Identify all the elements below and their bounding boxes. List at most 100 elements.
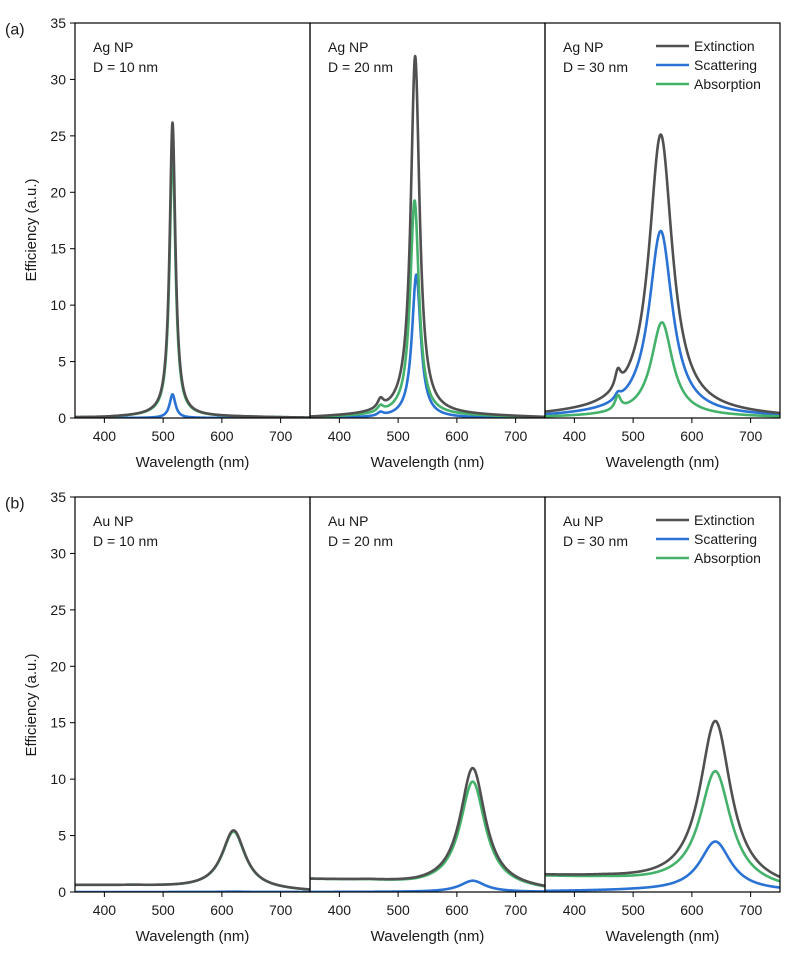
x-tick-label: 600 bbox=[680, 902, 704, 918]
y-axis-label: Efficiency (a.u.) bbox=[23, 178, 40, 281]
y-tick-label: 10 bbox=[50, 771, 66, 787]
panel-frame bbox=[74, 496, 311, 893]
x-tick-label: 700 bbox=[504, 902, 528, 918]
y-tick-label: 20 bbox=[50, 184, 66, 200]
x-tick-label: 700 bbox=[739, 428, 763, 444]
y-tick-label: 35 bbox=[50, 15, 66, 31]
panel-diameter: D = 10 nm bbox=[93, 533, 158, 549]
x-tick-label: 700 bbox=[504, 428, 528, 444]
y-tick-label: 15 bbox=[50, 715, 66, 731]
panel-material: Au NP bbox=[328, 513, 368, 529]
y-tick-label: 25 bbox=[50, 128, 66, 144]
panel-frame bbox=[544, 22, 781, 419]
x-tick-label: 600 bbox=[210, 428, 234, 444]
legend-label-extinction: Extinction bbox=[694, 38, 755, 54]
x-tick-label: 700 bbox=[739, 902, 763, 918]
y-tick-label: 0 bbox=[58, 884, 66, 900]
panel-3: 400 500 600 700 Wavelength (nm) Ag NP D = 30 n… bbox=[544, 22, 781, 471]
panel-material: Au NP bbox=[563, 513, 603, 529]
series-line-extinction bbox=[310, 54, 545, 418]
series-line-scattering bbox=[545, 840, 780, 892]
series-line-absorption bbox=[545, 321, 780, 418]
x-axis-label: Wavelength (nm) bbox=[371, 928, 485, 945]
y-tick-label: 0 bbox=[58, 410, 66, 426]
row-b: (b) Efficiency (a.u.) 0 5 10 15 20 25 30 35 400 500… bbox=[5, 489, 781, 945]
series-line-absorption bbox=[310, 199, 545, 418]
series-line-absorption bbox=[75, 148, 310, 418]
series-line-scattering bbox=[310, 879, 545, 892]
legend-label-absorption: Absorption bbox=[694, 76, 761, 92]
panel-2: 400 500 600 700 Wavelength (nm) Au NP D = 20 n… bbox=[309, 496, 546, 945]
panel-diameter: D = 10 nm bbox=[93, 59, 158, 75]
x-tick-label: 600 bbox=[445, 902, 469, 918]
panel-diameter: D = 30 nm bbox=[563, 59, 628, 75]
row-a: (a) Efficiency (a.u.) 0 5 10 15 20 25 30 35 400 500… bbox=[5, 15, 781, 471]
panel-diameter: D = 20 nm bbox=[328, 533, 393, 549]
series-line-scattering bbox=[310, 273, 545, 418]
panel-frame bbox=[74, 22, 311, 419]
x-axis-label: Wavelength (nm) bbox=[136, 454, 250, 471]
curves bbox=[545, 133, 780, 418]
panel-frame bbox=[309, 496, 546, 893]
x-tick-label: 500 bbox=[386, 428, 410, 444]
x-tick-label: 500 bbox=[151, 428, 175, 444]
panel-2: 400 500 600 700 Wavelength (nm) Ag NP D = 20 n… bbox=[309, 22, 546, 471]
panel-diameter: D = 30 nm bbox=[563, 533, 628, 549]
x-tick-label: 400 bbox=[328, 428, 352, 444]
x-tick-label: 500 bbox=[621, 428, 645, 444]
panel-frame bbox=[544, 496, 781, 893]
legend: Extinction Scattering Absorption bbox=[656, 512, 761, 566]
y-axis-label: Efficiency (a.u.) bbox=[23, 653, 40, 756]
panel-1: 400 500 600 700 Wavelength (nm) Ag NP D = 10 n… bbox=[74, 22, 311, 471]
legend-label-extinction: Extinction bbox=[694, 512, 755, 528]
curves bbox=[310, 54, 545, 418]
y-tick-label: 5 bbox=[58, 828, 66, 844]
row-label: (b) bbox=[5, 495, 25, 512]
x-tick-label: 600 bbox=[210, 902, 234, 918]
legend-label-scattering: Scattering bbox=[694, 531, 757, 547]
y-tick-label: 5 bbox=[58, 354, 66, 370]
series-line-extinction bbox=[545, 719, 780, 879]
panel-3: 400 500 600 700 Wavelength (nm) Au NP D = 30 n… bbox=[544, 496, 781, 945]
x-tick-label: 700 bbox=[269, 902, 293, 918]
x-tick-label: 500 bbox=[621, 902, 645, 918]
x-tick-label: 600 bbox=[445, 428, 469, 444]
panel-material: Ag NP bbox=[93, 39, 133, 55]
x-axis-label: Wavelength (nm) bbox=[606, 454, 720, 471]
y-tick-label: 20 bbox=[50, 658, 66, 674]
x-tick-label: 700 bbox=[269, 428, 293, 444]
x-tick-label: 500 bbox=[386, 902, 410, 918]
legend-label-scattering: Scattering bbox=[694, 57, 757, 73]
series-line-extinction bbox=[545, 133, 780, 415]
x-axis-label: Wavelength (nm) bbox=[606, 928, 720, 945]
curves bbox=[545, 719, 780, 892]
x-tick-label: 500 bbox=[151, 902, 175, 918]
x-axis-label: Wavelength (nm) bbox=[136, 928, 250, 945]
panel-material: Ag NP bbox=[563, 39, 603, 55]
y-tick-label: 15 bbox=[50, 241, 66, 257]
y-tick-label: 25 bbox=[50, 602, 66, 618]
series-line-extinction bbox=[75, 829, 310, 891]
y-tick-label: 10 bbox=[50, 297, 66, 313]
panel-1: 400 500 600 700 Wavelength (nm) Au NP D = 10 n… bbox=[74, 496, 311, 945]
y-tick-label: 30 bbox=[50, 71, 66, 87]
x-axis-label: Wavelength (nm) bbox=[371, 454, 485, 471]
series-line-extinction bbox=[75, 121, 310, 418]
legend-label-absorption: Absorption bbox=[694, 550, 761, 566]
legend: Extinction Scattering Absorption bbox=[656, 38, 761, 92]
panel-material: Au NP bbox=[93, 513, 133, 529]
series-line-scattering bbox=[545, 229, 780, 416]
x-tick-label: 400 bbox=[328, 902, 352, 918]
panel-diameter: D = 20 nm bbox=[328, 59, 393, 75]
curves bbox=[75, 829, 310, 892]
panel-material: Ag NP bbox=[328, 39, 368, 55]
row-label: (a) bbox=[5, 21, 25, 38]
series-line-extinction bbox=[310, 766, 545, 888]
curves bbox=[75, 121, 310, 418]
series-line-absorption bbox=[545, 769, 780, 883]
curves bbox=[310, 766, 545, 892]
x-tick-label: 400 bbox=[93, 428, 117, 444]
y-tick-label: 30 bbox=[50, 545, 66, 561]
x-tick-label: 400 bbox=[563, 902, 587, 918]
